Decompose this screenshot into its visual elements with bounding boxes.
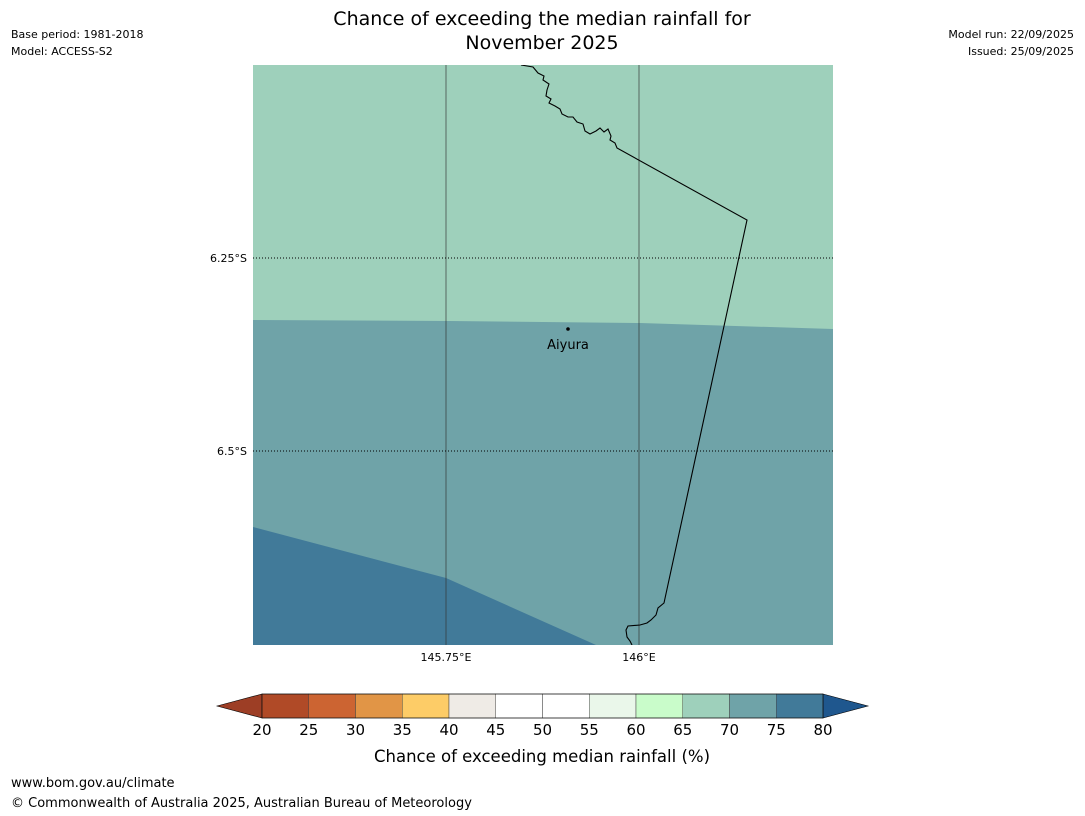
colorbar-tick-40: 40 <box>439 721 458 739</box>
lat-label-6-25: 6.25°S <box>210 252 247 265</box>
colorbar-tick-20: 20 <box>252 721 271 739</box>
lon-label-145-75: 145.75°E <box>421 651 472 664</box>
colorbar-segment-30-35 <box>355 693 403 719</box>
colorbar-tick-50: 50 <box>533 721 552 739</box>
colorbar: 20 25 30 35 40 45 50 55 60 65 70 75 80 Chance of exc… <box>215 693 870 766</box>
colorbar-tick-80: 80 <box>813 721 832 739</box>
colorbar-segment-25-30 <box>308 693 356 719</box>
lon-label-146: 146°E <box>622 651 655 664</box>
colorbar-tick-65: 65 <box>673 721 692 739</box>
colorbar-tick-60: 60 <box>626 721 645 739</box>
base-period-text: Base period: 1981-2018 <box>11 28 144 41</box>
model-run-text: Model run: 22/09/2025 <box>948 28 1074 41</box>
map-title: Chance of exceeding the median rainfall … <box>242 7 842 55</box>
footer-url[interactable]: www.bom.gov.au/climate <box>11 776 175 791</box>
colorbar-segment-50-55 <box>542 693 590 719</box>
town-label: Aiyura <box>547 338 589 353</box>
colorbar-title: Chance of exceeding median rainfall (%) <box>374 747 710 766</box>
province-border <box>520 65 748 645</box>
colorbar-segment-45-50 <box>495 693 543 719</box>
colorbar-under-arrow <box>215 693 263 719</box>
colorbar-segment-70-75 <box>729 693 777 719</box>
footer: www.bom.gov.au/climate © Commonwealth of… <box>11 774 472 814</box>
colorbar-over-arrow <box>822 693 870 719</box>
map-area[interactable]: Aiyura <box>253 65 833 645</box>
zone-70-75 <box>253 320 833 645</box>
meta-left: Base period: 1981-2018 Model: ACCESS-S2 <box>11 26 143 60</box>
colorbar-tick-35: 35 <box>393 721 412 739</box>
title-line-2: November 2025 <box>465 32 619 54</box>
colorbar-tick-75: 75 <box>767 721 786 739</box>
colorbar-tick-25: 25 <box>299 721 318 739</box>
issued-text: Issued: 25/09/2025 <box>967 45 1074 58</box>
colorbar-segment-65-70 <box>682 693 730 719</box>
colorbar-segment-40-45 <box>448 693 496 719</box>
zone-75-80 <box>253 527 596 645</box>
colorbar-segment-55-60 <box>589 693 637 719</box>
colorbar-tick-70: 70 <box>720 721 739 739</box>
colorbar-tick-30: 30 <box>346 721 365 739</box>
model-text: Model: ACCESS-S2 <box>11 45 113 58</box>
meta-right: Model run: 22/09/2025 Issued: 25/09/2025 <box>948 26 1074 60</box>
colorbar-tick-45: 45 <box>486 721 505 739</box>
town-marker <box>566 327 570 331</box>
colorbar-frame <box>261 693 824 719</box>
footer-copyright: © Commonwealth of Australia 2025, Austra… <box>11 796 472 811</box>
colorbar-tick-55: 55 <box>580 721 599 739</box>
colorbar-segment-35-40 <box>402 693 450 719</box>
title-line-1: Chance of exceeding the median rainfall … <box>333 8 751 30</box>
colorbar-segment-20-25 <box>261 693 309 719</box>
colorbar-segment-75-80 <box>776 693 824 719</box>
lat-label-6-5: 6.5°S <box>217 445 247 458</box>
colorbar-segment-60-65 <box>635 693 683 719</box>
